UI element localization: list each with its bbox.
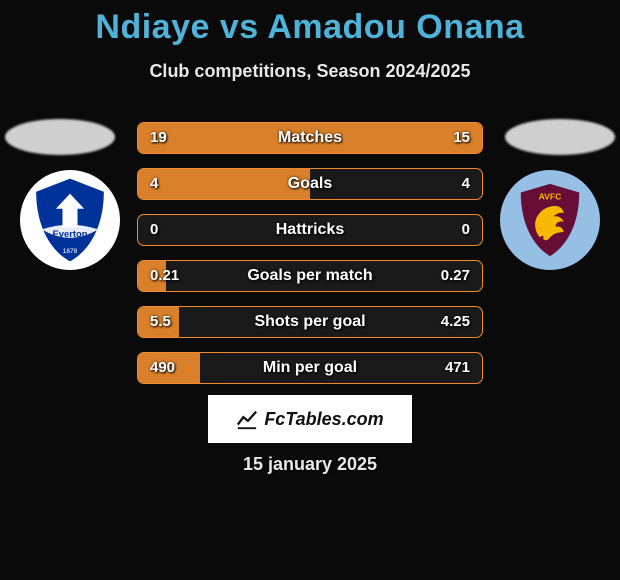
player-photo-right-placeholder: [505, 119, 615, 155]
svg-text:AVFC: AVFC: [539, 191, 562, 201]
chart-icon: [236, 408, 258, 430]
stat-value-right: 471: [445, 353, 470, 383]
stat-row: 0Hattricks0: [137, 214, 483, 246]
player-photo-left-placeholder: [5, 119, 115, 155]
stat-value-right: 0.27: [441, 261, 470, 291]
comparison-subtitle: Club competitions, Season 2024/2025: [0, 61, 620, 82]
comparison-title: Ndiaye vs Amadou Onana: [0, 0, 620, 47]
brand-logo[interactable]: FcTables.com: [208, 395, 412, 443]
stat-row: 5.5Shots per goal4.25: [137, 306, 483, 338]
stats-table: 19Matches15 4Goals4 0Hattricks0 0.21Goals p…: [137, 122, 483, 398]
stat-value-right: 15: [453, 123, 470, 153]
stat-label: Goals per match: [138, 261, 482, 291]
snapshot-date: 15 january 2025: [0, 454, 620, 475]
stat-label: Matches: [138, 123, 482, 153]
stat-label: Hattricks: [138, 215, 482, 245]
stat-row: 4Goals4: [137, 168, 483, 200]
stat-row: 490Min per goal471: [137, 352, 483, 384]
stat-value-right: 4.25: [441, 307, 470, 337]
aston-villa-crest-icon: AVFC: [507, 177, 593, 263]
everton-crest-icon: Everton 1878: [23, 173, 117, 267]
stat-label: Min per goal: [138, 353, 482, 383]
stat-value-right: 4: [462, 169, 470, 199]
brand-text: FcTables.com: [264, 409, 383, 430]
stat-label: Shots per goal: [138, 307, 482, 337]
svg-text:1878: 1878: [63, 248, 78, 255]
stat-value-right: 0: [462, 215, 470, 245]
svg-text:Everton: Everton: [53, 228, 88, 239]
club-badge-right: AVFC: [500, 170, 600, 270]
club-badge-left: Everton 1878: [20, 170, 120, 270]
stat-row: 0.21Goals per match0.27: [137, 260, 483, 292]
stat-row: 19Matches15: [137, 122, 483, 154]
stat-label: Goals: [138, 169, 482, 199]
